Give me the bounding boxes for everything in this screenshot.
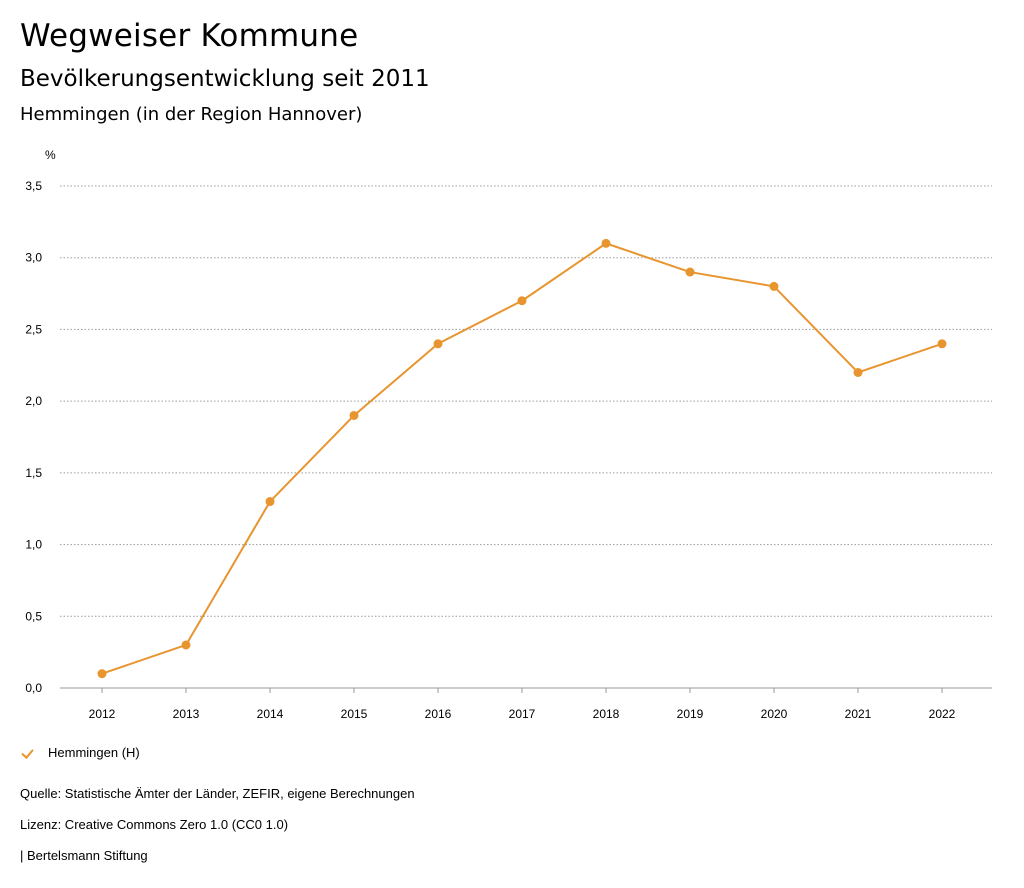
y-tick-labels: 0,0 0,5 1,0 1,5 2,0 2,5 3,0 3,5 [25,179,42,695]
x-tick-label: 2019 [677,707,704,721]
x-tick-labels: 2012 2013 2014 2015 2016 2017 2018 2019 2020 2021… [89,688,956,721]
y-tick-label: 2,5 [25,322,42,336]
series-line [101,242,943,675]
chart-subtitle: Bevölkerungsentwicklung seit 2011 [20,66,430,92]
data-point[interactable] [349,410,359,420]
data-point[interactable] [433,339,443,349]
x-tick-label: 2014 [257,707,284,721]
y-tick-label: 3,0 [25,251,42,265]
series-layer [97,238,947,679]
publisher-link[interactable]: | Bertelsmann Stiftung [20,848,148,863]
x-tick-label: 2015 [341,707,368,721]
legend-label: Hemmingen (H) [48,745,140,760]
data-point[interactable] [769,281,779,291]
data-point[interactable] [265,497,275,507]
data-point[interactable] [685,267,695,277]
x-tick-label: 2017 [509,707,536,721]
check-icon [22,746,36,760]
y-tick-label: 3,5 [25,179,42,193]
legend[interactable]: Hemmingen (H) [22,745,140,760]
x-tick-label: 2020 [761,707,788,721]
data-point[interactable] [601,238,611,248]
x-tick-label: 2013 [173,707,200,721]
data-point[interactable] [181,640,191,650]
y-tick-label: 0,5 [25,609,42,623]
x-tick-label: 2022 [929,707,956,721]
page-title: Wegweiser Kommune [20,18,359,54]
y-tick-label: 1,5 [25,466,42,480]
y-tick-label: 0,0 [25,681,42,695]
line-chart: % 0,00,51,01,52,02,53,03,5 2012 2013 2014 2… [25,148,992,721]
source-note: Quelle: Statistische Ämter der Länder, Z… [20,786,415,801]
x-tick-label: 2016 [425,707,452,721]
x-tick-label: 2012 [89,707,116,721]
license-note: Lizenz: Creative Commons Zero 1.0 (CC0 1… [20,817,289,832]
y-tick-label: 1,0 [25,538,42,552]
data-point[interactable] [97,669,107,679]
y-axis-unit: % [45,148,56,162]
x-tick-label: 2021 [845,707,872,721]
grid-lines [60,185,992,689]
data-point[interactable] [517,296,527,306]
x-tick-label: 2018 [593,707,620,721]
data-point[interactable] [937,339,947,349]
y-tick-label: 2,0 [25,394,42,408]
chart-region-title: Hemmingen (in der Region Hannover) [20,104,363,125]
data-point[interactable] [853,367,863,377]
